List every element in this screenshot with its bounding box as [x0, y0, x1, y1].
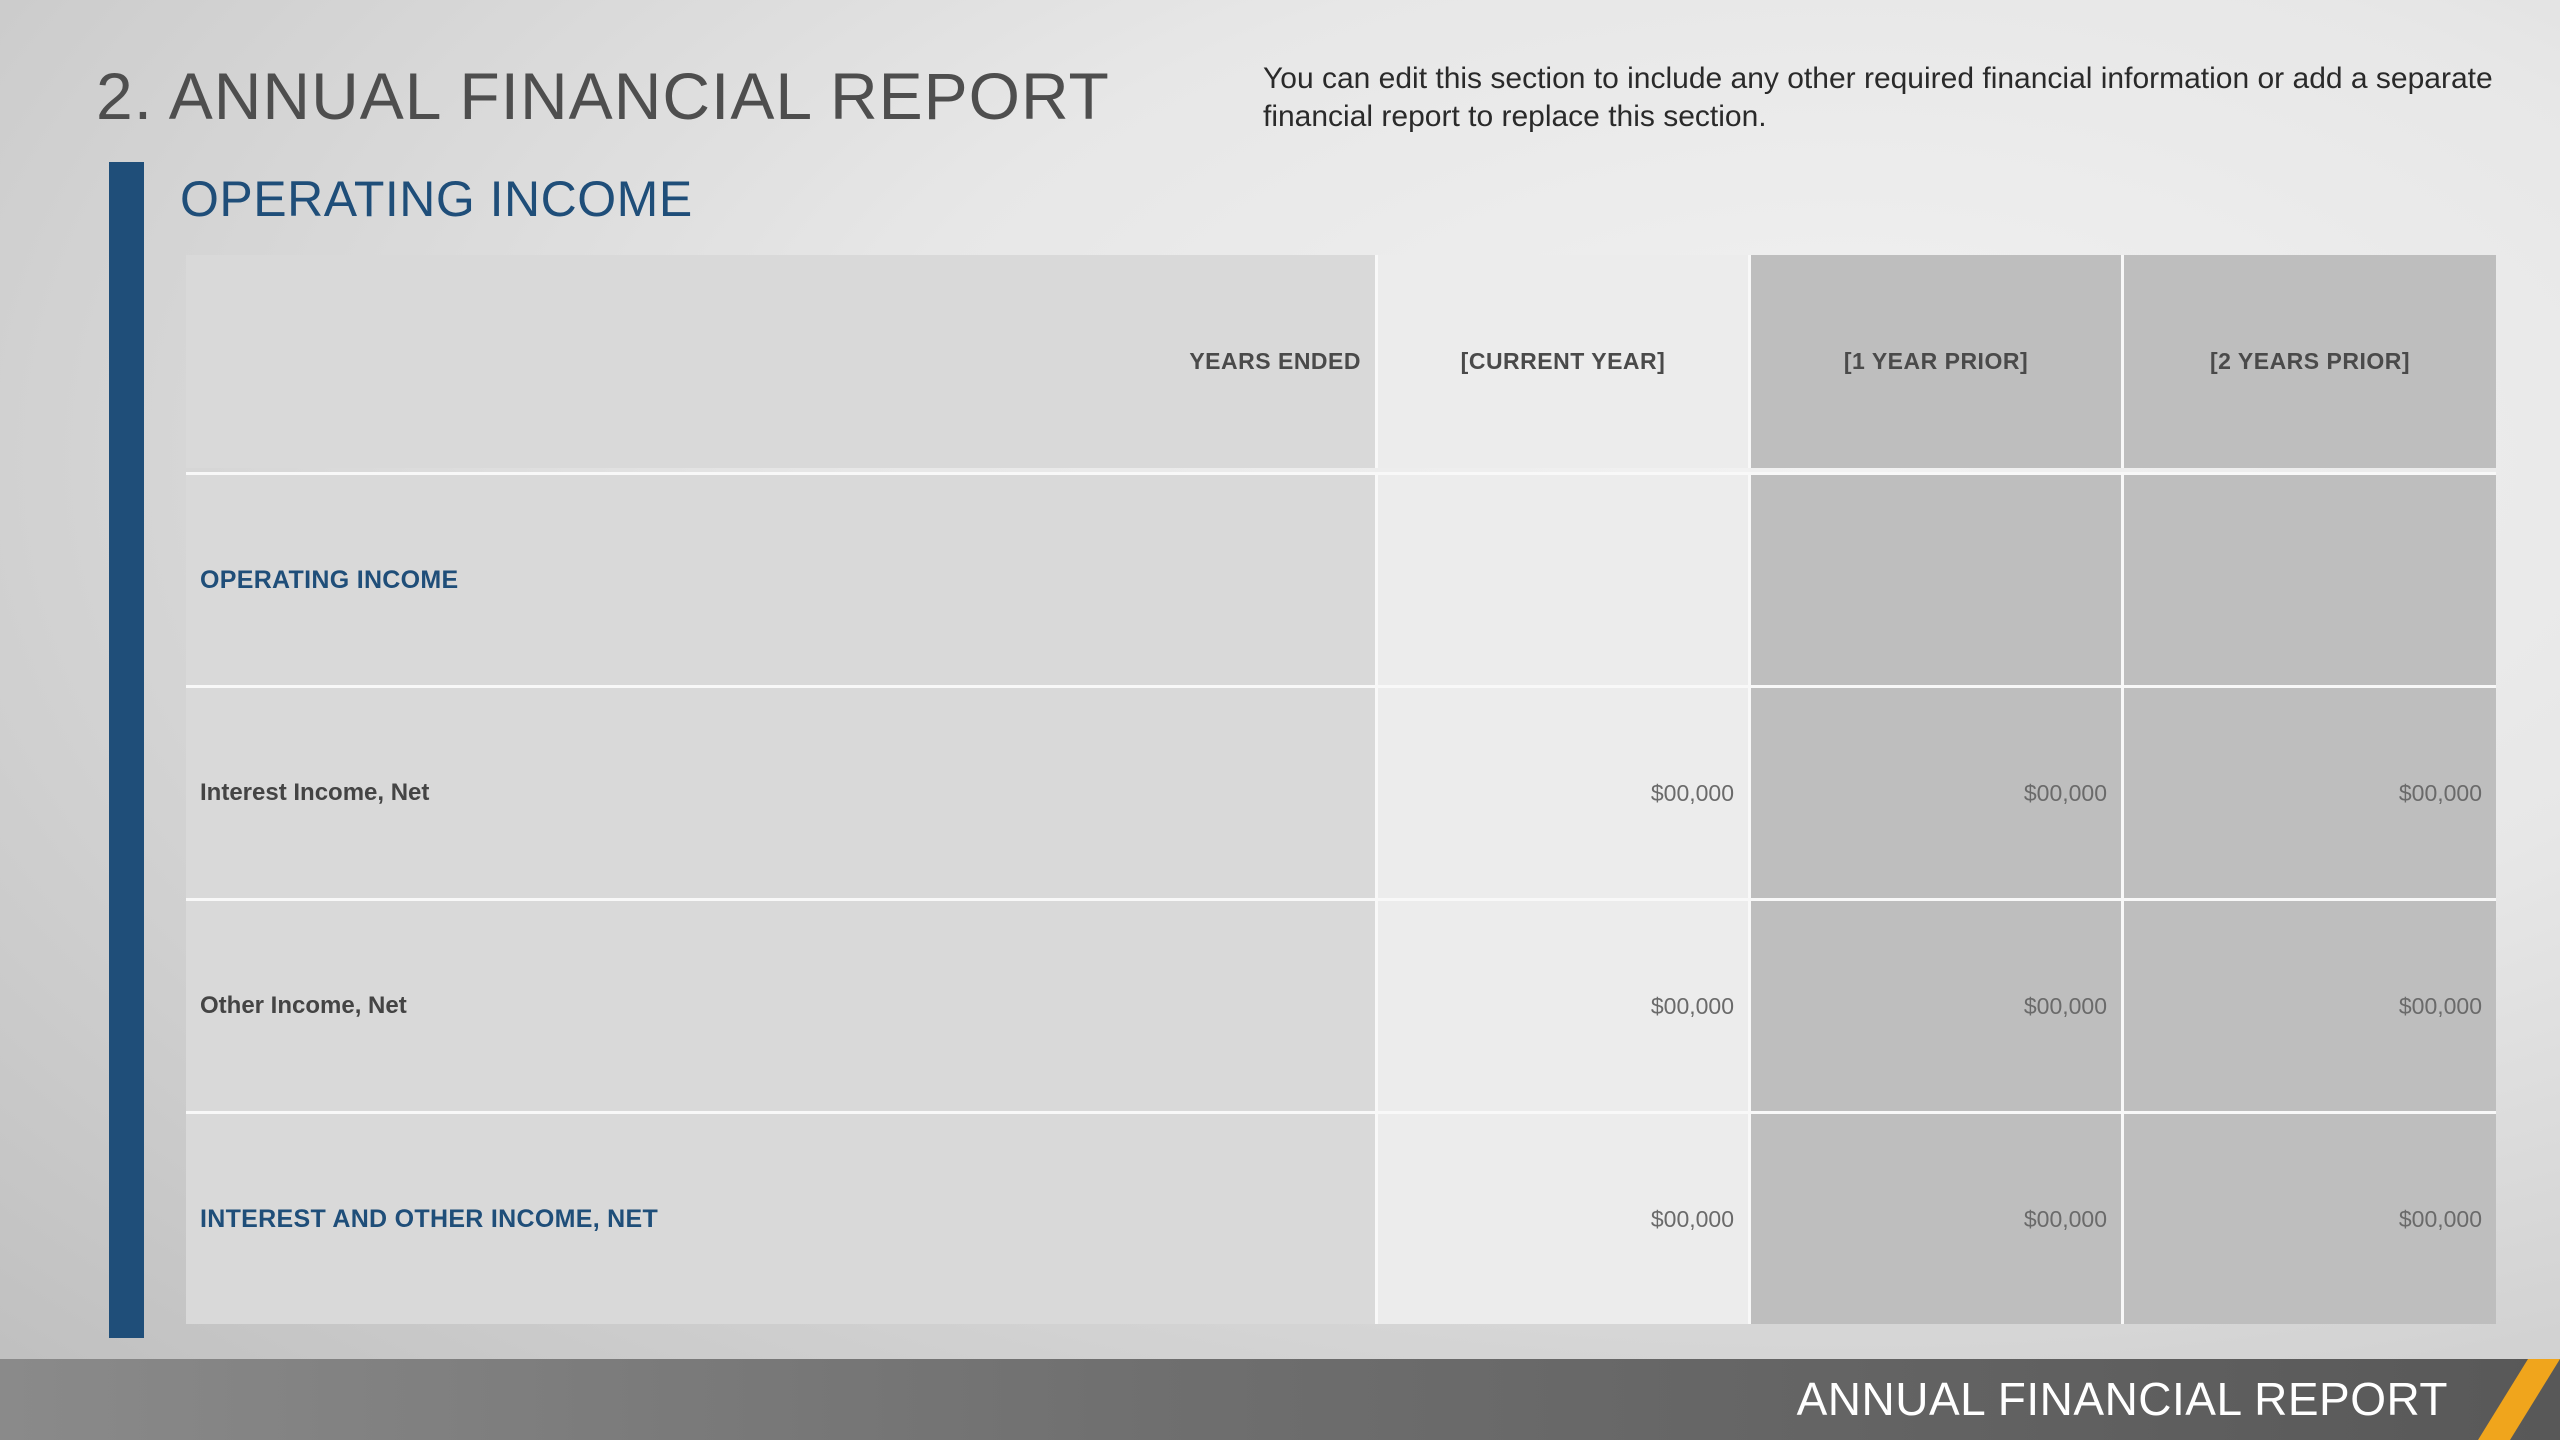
row-label-interest-and-other-income: INTEREST AND OTHER INCOME, NET	[186, 1111, 1375, 1324]
row-value-interest-and-other-income-1yr: $00,000	[1748, 1111, 2121, 1324]
row-label-operating-income: OPERATING INCOME	[186, 472, 1375, 685]
page-title: 2. ANNUAL FINANCIAL REPORT	[96, 59, 1110, 133]
row-value-other-income-2yr: $00,000	[2121, 898, 2496, 1111]
row-value-interest-and-other-income-2yr: $00,000	[2121, 1111, 2496, 1324]
row-label-interest-income: Interest Income, Net	[186, 685, 1375, 898]
intro-text: You can edit this section to include any…	[1263, 62, 2493, 133]
row-value-operating-income-1yr	[1748, 472, 2121, 685]
row-value-interest-income-1yr: $00,000	[1748, 685, 2121, 898]
row-value-other-income-1yr: $00,000	[1748, 898, 2121, 1111]
row-value-other-income-current: $00,000	[1375, 898, 1748, 1111]
footer-bar: ANNUAL FINANCIAL REPORT	[0, 1359, 2560, 1440]
row-value-interest-and-other-income-current: $00,000	[1375, 1111, 1748, 1324]
row-value-interest-income-current: $00,000	[1375, 685, 1748, 898]
row-value-operating-income-current	[1375, 472, 1748, 685]
footer-title: ANNUAL FINANCIAL REPORT	[1796, 1373, 2448, 1425]
section-title: OPERATING INCOME	[180, 171, 693, 227]
financial-table: YEARS ENDED [CURRENT YEAR] [1 YEAR PRIOR…	[186, 255, 2496, 1324]
table-header-years-ended: YEARS ENDED	[186, 255, 1375, 468]
table-header-1-year-prior: [1 YEAR PRIOR]	[1748, 255, 2121, 468]
table-header-current-year: [CURRENT YEAR]	[1375, 255, 1748, 468]
row-value-operating-income-2yr	[2121, 472, 2496, 685]
table-header-2-years-prior: [2 YEARS PRIOR]	[2121, 255, 2496, 468]
section-accent-bar	[109, 162, 144, 1338]
footer-accent-stripe	[2478, 1359, 2560, 1440]
row-label-other-income: Other Income, Net	[186, 898, 1375, 1111]
row-value-interest-income-2yr: $00,000	[2121, 685, 2496, 898]
